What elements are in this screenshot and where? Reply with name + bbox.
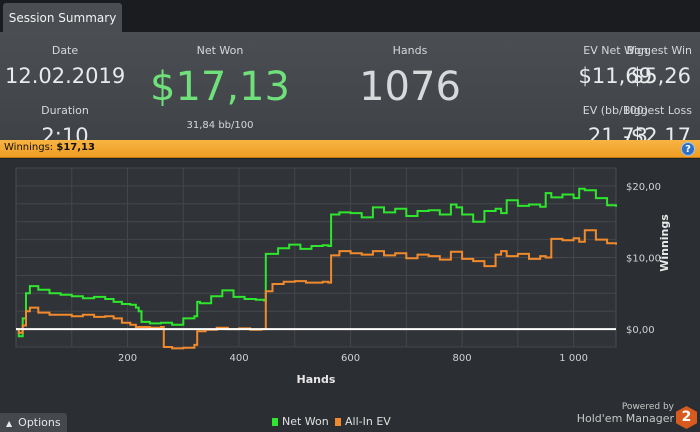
- hem2-logo-icon: 2: [676, 406, 697, 429]
- ev-net-won-label: EV Net Won: [583, 44, 648, 57]
- biggest-win-label: Biggest Win: [626, 44, 692, 57]
- winnings-value: $17,13: [56, 142, 95, 153]
- chart-grid: [15, 167, 617, 348]
- x-tick-label: 800: [453, 353, 472, 364]
- brand-name: Hold'em Manager: [576, 412, 674, 425]
- powered-by-text: Powered by: [621, 402, 674, 412]
- chart-ticks: 200 400 600 800 1 000 $0,00 $10,00 $20,00: [118, 182, 661, 364]
- hands-label: Hands: [392, 44, 428, 57]
- powered-by-branding: Powered by Hold'em Manager: [577, 402, 674, 424]
- y-tick-label: $10,00: [626, 254, 661, 265]
- options-label: Options: [18, 416, 61, 429]
- legend-net-won-label: Net Won: [282, 415, 329, 428]
- net-won-swatch: [272, 418, 278, 426]
- legend-all-in-ev-label: All-In EV: [345, 415, 391, 428]
- winnings-bar: Winnings: $17,13 ?: [0, 140, 700, 158]
- winnings-label: Winnings:: [4, 142, 54, 153]
- ev-bb100-label: EV (bb/100): [582, 104, 648, 117]
- series-line-1: [16, 229, 617, 350]
- legend-net-won[interactable]: Net Won: [272, 415, 329, 428]
- net-won-bb: 31,84 bb/100: [186, 120, 254, 131]
- options-button[interactable]: ▲ Options: [0, 413, 67, 432]
- session-summary-panel: Date 12.02.2019 Duration 2:10 Net Won $1…: [0, 32, 700, 148]
- net-won-label: Net Won: [196, 44, 244, 57]
- all-in-ev-swatch: [335, 418, 341, 426]
- series-line-0: [16, 187, 617, 338]
- winnings-chart-svg: 200 400 600 800 1 000 $0,00 $10,00 $20,00 Hands…: [15, 167, 671, 386]
- y-tick-label: $20,00: [626, 182, 661, 193]
- x-axis-label: Hands: [297, 373, 336, 386]
- y-tick-label: $0,00: [626, 325, 655, 336]
- legend-all-in-ev[interactable]: All-In EV: [335, 415, 391, 428]
- net-won-value: $17,13: [150, 64, 290, 110]
- x-tick-label: 200: [118, 353, 137, 364]
- chevron-up-icon: ▲: [6, 419, 13, 428]
- winnings-text: Winnings: $17,13: [4, 142, 95, 153]
- chart-series: [16, 187, 617, 350]
- y-axis-label: Winnings: [658, 214, 671, 272]
- ev-net-won-value: $11,69: [578, 64, 652, 88]
- tab-session-summary[interactable]: Session Summary: [3, 3, 122, 33]
- hands-value: 1076: [359, 64, 461, 110]
- date-label: Date: [51, 44, 79, 57]
- biggest-win-value: $5,26: [630, 64, 691, 88]
- tab-bar: Session Summary: [0, 0, 700, 33]
- x-tick-label: 400: [230, 353, 249, 364]
- biggest-loss-label: Biggest Loss: [622, 104, 692, 117]
- x-tick-label: 1 000: [559, 353, 588, 364]
- winnings-chart: 200 400 600 800 1 000 $0,00 $10,00 $20,00 Hands…: [0, 159, 700, 432]
- duration-label: Duration: [41, 104, 89, 117]
- help-icon[interactable]: ?: [681, 142, 695, 156]
- date-value: 12.02.2019: [5, 64, 126, 88]
- x-tick-label: 600: [341, 353, 360, 364]
